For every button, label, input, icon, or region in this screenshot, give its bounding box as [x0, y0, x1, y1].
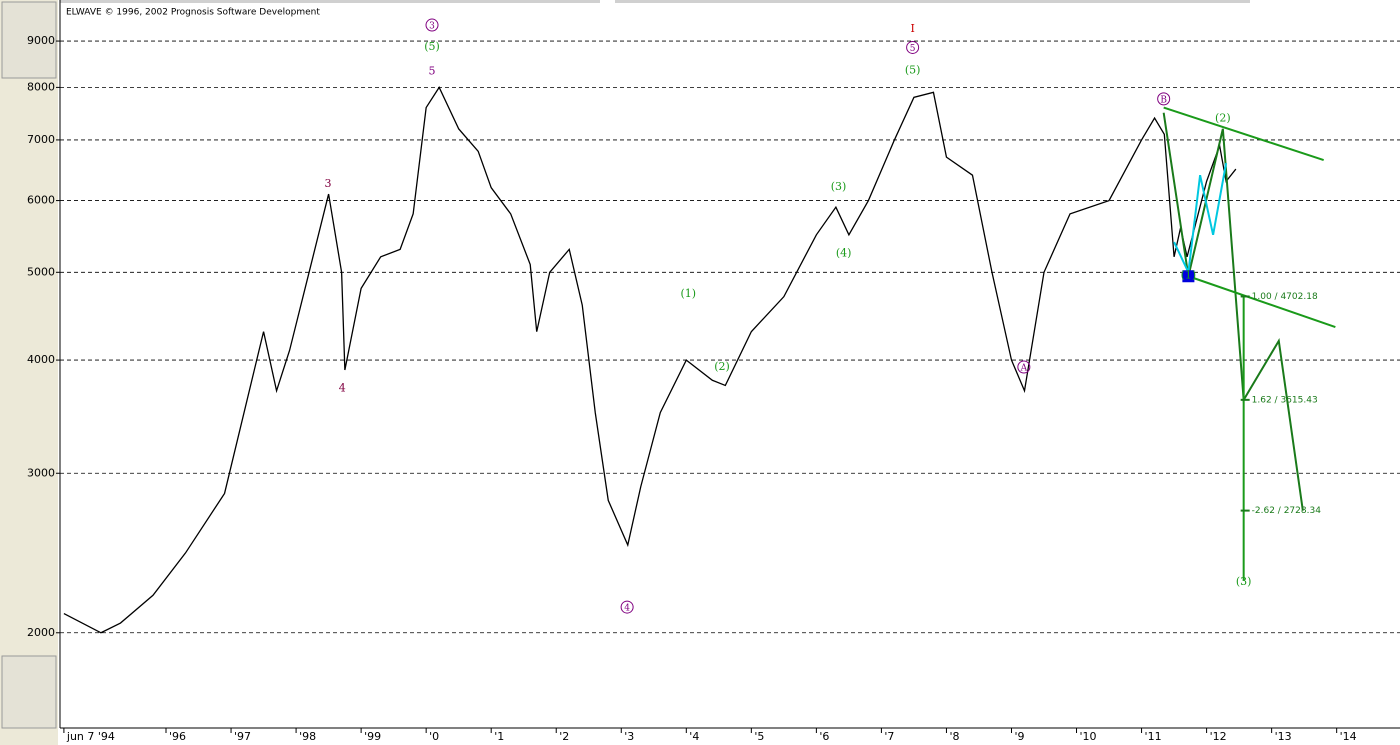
x-tick-label: '4	[689, 730, 699, 743]
x-tick-label: '11	[1145, 730, 1162, 743]
x-tick-label: '5	[754, 730, 764, 743]
y-tick-label: 4000	[27, 353, 55, 366]
y-tick-label: 3000	[27, 466, 55, 479]
x-tick-label: jun 7 '94	[66, 730, 115, 743]
wave-label-circle	[1017, 360, 1031, 374]
toolbar-edge	[60, 0, 600, 3]
x-tick-label: '6	[819, 730, 829, 743]
wave-label: 3	[324, 177, 331, 190]
y-tick-label: 9000	[27, 34, 55, 47]
x-tick-label: '99	[364, 730, 381, 743]
wave-label: (5)	[424, 40, 440, 53]
wave-label-circle	[425, 18, 439, 32]
wave-label: (3)	[1236, 575, 1252, 588]
wave-label: (1)	[1181, 269, 1197, 282]
wave-line	[1188, 275, 1336, 329]
x-tick-label: '1	[494, 730, 504, 743]
fib-level-label: 1.00 / 4702.18	[1252, 292, 1318, 302]
x-tick-label: '13	[1275, 730, 1292, 743]
x-tick-label: '3	[624, 730, 634, 743]
wave-label: 5	[429, 65, 436, 78]
x-tick-label: '14	[1340, 730, 1357, 743]
x-tick-label: '8	[949, 730, 959, 743]
wave-label-circle	[620, 600, 634, 614]
y-tick-label: 2000	[27, 626, 55, 639]
x-tick-label: '7	[884, 730, 894, 743]
wave-line	[1163, 106, 1324, 162]
x-tick-label: '98	[299, 730, 316, 743]
x-tick-label: '97	[234, 730, 251, 743]
wave-label: 3	[429, 22, 435, 32]
toolbar-edge	[615, 0, 1250, 3]
wave-label-circle	[906, 40, 920, 54]
x-tick-label: '9	[1014, 730, 1024, 743]
wave-label: B	[1160, 95, 1167, 105]
wave-label: (1)	[680, 287, 696, 300]
y-tick-label: 7000	[27, 133, 55, 146]
wave-label: I	[910, 22, 914, 35]
price-line	[63, 86, 1237, 634]
scroll-box-bottom	[1, 655, 57, 729]
wave-line	[1173, 162, 1228, 276]
wave-label: (2)	[1215, 112, 1231, 125]
x-tick-label: '12	[1210, 730, 1227, 743]
wave-label: (5)	[905, 64, 921, 77]
y-tick-label: 8000	[27, 80, 55, 93]
x-tick-label: '10	[1080, 730, 1097, 743]
scroll-box-top	[1, 1, 57, 79]
wave-label: (3)	[831, 180, 847, 193]
wave-label: 4	[624, 604, 630, 614]
wave-line	[1162, 112, 1304, 511]
x-tick-label: '96	[169, 730, 186, 743]
wave-label: 4	[339, 382, 346, 395]
wave-label: (4)	[836, 246, 852, 259]
fib-level-label: -2.62 / 2728.34	[1252, 506, 1322, 516]
y-tick-label: 5000	[27, 265, 55, 278]
wave-label: 5	[910, 44, 916, 54]
x-tick-label: '2	[559, 730, 569, 743]
wave-marker	[1182, 270, 1195, 283]
x-tick-label: '0	[429, 730, 439, 743]
chart-title: ELWAVE © 1996, 2002 Prognosis Software D…	[66, 8, 320, 18]
wave-label: A	[1020, 364, 1028, 374]
wave-label: (2)	[714, 360, 730, 373]
y-axis-panel	[0, 0, 58, 745]
wave-label-circle	[1157, 92, 1171, 106]
y-tick-label: 6000	[27, 194, 55, 207]
fib-level-label: 1.62 / 3615.43	[1252, 395, 1318, 405]
